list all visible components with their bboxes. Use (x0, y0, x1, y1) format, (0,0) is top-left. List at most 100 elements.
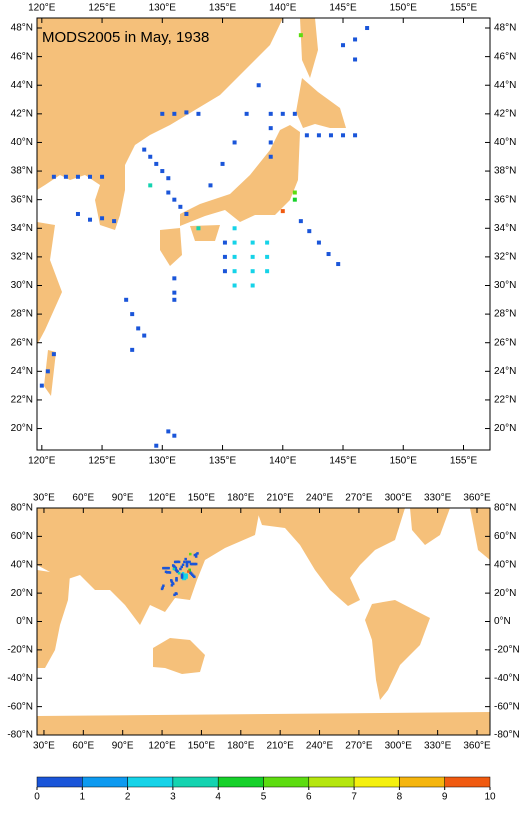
observation (194, 562, 198, 566)
x-tick-label: 125°E (88, 3, 116, 14)
x-tick-label: 90°E (112, 493, 134, 504)
x-tick-label: 300°E (385, 493, 413, 504)
observation (232, 240, 237, 245)
y-tick-label: -40°N (7, 673, 33, 684)
colorbar-label: 7 (351, 792, 357, 803)
observation (365, 26, 370, 31)
observation (130, 312, 135, 317)
observation (173, 560, 177, 564)
x-tick-label: 60°E (72, 741, 94, 752)
observation (180, 565, 183, 569)
observation (181, 572, 185, 575)
observation (183, 573, 187, 576)
y-tick-label: 42°N (494, 108, 516, 119)
observation (154, 443, 159, 448)
land-world (37, 508, 490, 735)
observation (100, 174, 105, 179)
observation (179, 567, 182, 571)
observation (177, 560, 181, 564)
y-tick-label: -60°N (7, 701, 33, 712)
observation (166, 190, 171, 195)
observation (160, 587, 164, 591)
land-regional (37, 18, 346, 396)
observation (304, 133, 309, 138)
observation (160, 169, 165, 174)
y-tick-label: 40°N (11, 559, 33, 570)
observation (316, 133, 321, 138)
observation (45, 369, 50, 374)
observation (250, 240, 255, 245)
x-tick-label: 30°E (33, 741, 55, 752)
observation (173, 593, 176, 597)
observation (51, 352, 56, 357)
colorbar-swatch (263, 776, 310, 788)
observation (222, 240, 227, 245)
observation (189, 562, 193, 566)
y-tick-label: 36°N (494, 194, 516, 205)
y-tick-label: -80°N (494, 730, 520, 741)
colorbar-swatch (353, 776, 400, 788)
observation (193, 553, 197, 557)
observation (353, 37, 358, 42)
observation (39, 383, 44, 388)
x-tick-label: 155°E (450, 3, 478, 14)
observation (184, 110, 189, 115)
observation (220, 161, 225, 166)
observation (130, 347, 135, 352)
observation (280, 209, 285, 214)
observation (326, 252, 331, 257)
x-tick-label: 145°E (329, 456, 357, 467)
observation (168, 571, 172, 574)
observation (292, 197, 297, 202)
x-tick-label: 130°E (149, 456, 177, 467)
observation (292, 111, 297, 116)
x-tick-label: 270°E (345, 741, 373, 752)
observation (172, 433, 177, 438)
y-tick-label: 60°N (11, 531, 33, 542)
observation (154, 161, 159, 166)
y-tick-label: -40°N (494, 673, 520, 684)
colorbar-label: 6 (306, 792, 312, 803)
observation (316, 240, 321, 245)
observation (187, 560, 190, 564)
colorbar-label: 9 (442, 792, 448, 803)
colorbar-label: 8 (397, 792, 403, 803)
x-tick-label: 125°E (88, 456, 116, 467)
y-tick-label: 34°N (11, 223, 33, 234)
x-tick-label: 150°E (188, 741, 216, 752)
y-tick-label: 38°N (11, 166, 33, 177)
observation (163, 566, 166, 570)
observation (185, 564, 189, 568)
observation (232, 269, 237, 274)
observation (170, 580, 174, 584)
y-tick-label: 26°N (494, 337, 516, 348)
observation (183, 560, 186, 564)
y-tick-label: 26°N (11, 337, 33, 348)
colorbar-label: 0 (34, 792, 40, 803)
observation (307, 229, 312, 234)
y-tick-label: 40°N (11, 137, 33, 148)
observation (265, 254, 270, 259)
observation (88, 217, 93, 222)
x-tick-label: 120°E (148, 493, 176, 504)
y-tick-label: 46°N (494, 51, 516, 62)
observation (250, 269, 255, 274)
observation (63, 174, 68, 179)
y-tick-label: 32°N (11, 252, 33, 263)
observation (353, 57, 358, 62)
observation (187, 570, 190, 573)
observation (183, 577, 187, 581)
x-tick-label: 360°E (463, 493, 491, 504)
observation (185, 573, 188, 576)
observation (232, 283, 237, 288)
observation (161, 586, 164, 589)
x-tick-label: 300°E (385, 741, 413, 752)
y-tick-label: 28°N (494, 309, 516, 320)
observation (162, 566, 165, 570)
observation (256, 83, 261, 88)
observation (232, 254, 237, 259)
observation (193, 575, 196, 579)
y-tick-label: 48°N (494, 23, 516, 34)
colorbar-swatch (308, 776, 355, 788)
colorbar-swatch (36, 776, 83, 788)
